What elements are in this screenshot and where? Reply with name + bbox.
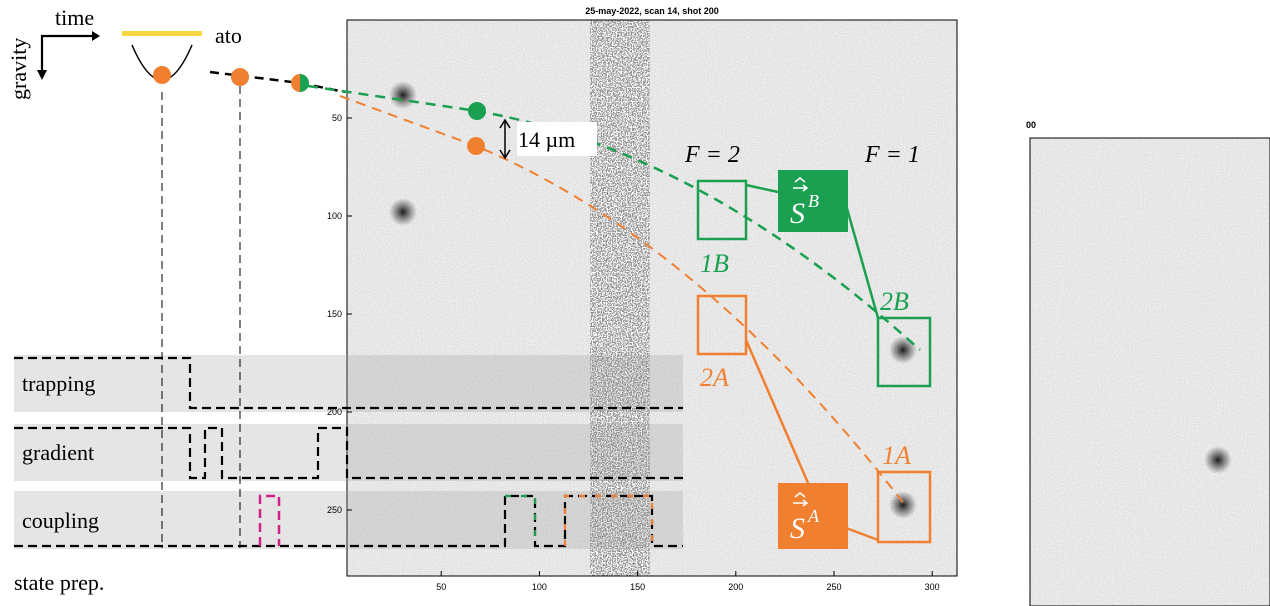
region-label: 1B bbox=[700, 249, 729, 278]
side-label: 00 bbox=[1026, 120, 1036, 130]
gravity-label: gravity bbox=[6, 38, 31, 100]
spin-box-b bbox=[778, 170, 848, 232]
x-tick-label: 50 bbox=[436, 582, 446, 592]
atom-cloud bbox=[389, 81, 417, 109]
y-tick-label: 50 bbox=[332, 113, 342, 123]
roi-1b bbox=[696, 179, 748, 241]
x-tick-label: 100 bbox=[532, 582, 547, 592]
row-label: gradient bbox=[22, 440, 94, 465]
gradient-pulse bbox=[14, 426, 683, 480]
x-tick-label: 150 bbox=[630, 582, 645, 592]
atom-b bbox=[468, 102, 486, 120]
atom bbox=[153, 66, 171, 84]
roi-1a bbox=[876, 470, 932, 544]
caption: state prep. bbox=[14, 570, 104, 595]
atom-half bbox=[291, 74, 300, 92]
atom bbox=[231, 68, 249, 86]
roi-2b bbox=[876, 316, 932, 388]
y-tick-label: 200 bbox=[327, 407, 342, 417]
row-label: trapping bbox=[22, 371, 95, 396]
y-tick-label: 150 bbox=[327, 309, 342, 319]
atom-cloud bbox=[889, 491, 917, 519]
band bbox=[14, 491, 683, 549]
atoms-label: ato bbox=[215, 23, 242, 48]
x-tick-label: 300 bbox=[925, 582, 940, 592]
f-label: F = 1 bbox=[864, 142, 920, 168]
connector bbox=[745, 183, 880, 319]
roi-2a bbox=[696, 294, 748, 356]
atom-half bbox=[300, 74, 309, 92]
trajectory-a bbox=[339, 95, 906, 506]
vector-hat bbox=[793, 492, 809, 507]
side-image bbox=[1030, 138, 1270, 606]
spin-symbol: S bbox=[790, 512, 805, 545]
spin-superscript: A bbox=[807, 506, 820, 526]
region-label: 1A bbox=[882, 441, 911, 470]
spin-box-a bbox=[778, 483, 848, 549]
band bbox=[14, 424, 683, 481]
row-label: coupling bbox=[22, 508, 99, 533]
image-frame bbox=[346, 19, 958, 577]
atom-cloud bbox=[1204, 446, 1232, 474]
trajectory-b bbox=[307, 84, 921, 351]
spin-symbol: S bbox=[790, 197, 805, 230]
x-tick-label: 250 bbox=[826, 582, 841, 592]
trapping-pulse bbox=[14, 356, 683, 410]
camera-image bbox=[347, 20, 957, 576]
separation-label: 14 µm bbox=[518, 127, 575, 152]
region-label: 2A bbox=[700, 363, 729, 392]
coupling-pulse-magenta bbox=[258, 494, 281, 546]
atom-cloud bbox=[889, 336, 917, 364]
vector-hat bbox=[793, 177, 809, 192]
f-label: F = 2 bbox=[684, 142, 740, 168]
band bbox=[14, 355, 683, 412]
axes-arrows bbox=[40, 34, 92, 78]
atom-a bbox=[467, 137, 485, 155]
side-frame bbox=[1029, 137, 1270, 606]
connector bbox=[744, 339, 879, 542]
spin-superscript: B bbox=[808, 191, 819, 211]
separation-arrow bbox=[499, 118, 511, 160]
noise-stripe bbox=[590, 20, 650, 576]
x-tick-label: 200 bbox=[728, 582, 743, 592]
image-title: 25-may-2022, scan 14, shot 200 bbox=[585, 6, 719, 16]
coupling-orange bbox=[563, 494, 654, 546]
y-tick-label: 250 bbox=[327, 505, 342, 515]
time-label: time bbox=[55, 5, 94, 30]
y-tick-label: 100 bbox=[327, 211, 342, 221]
region-label: 2B bbox=[880, 287, 909, 316]
label-bg bbox=[517, 122, 597, 156]
laser bbox=[122, 31, 202, 36]
arrow-heads bbox=[37, 31, 100, 80]
atom-cloud bbox=[389, 198, 417, 226]
